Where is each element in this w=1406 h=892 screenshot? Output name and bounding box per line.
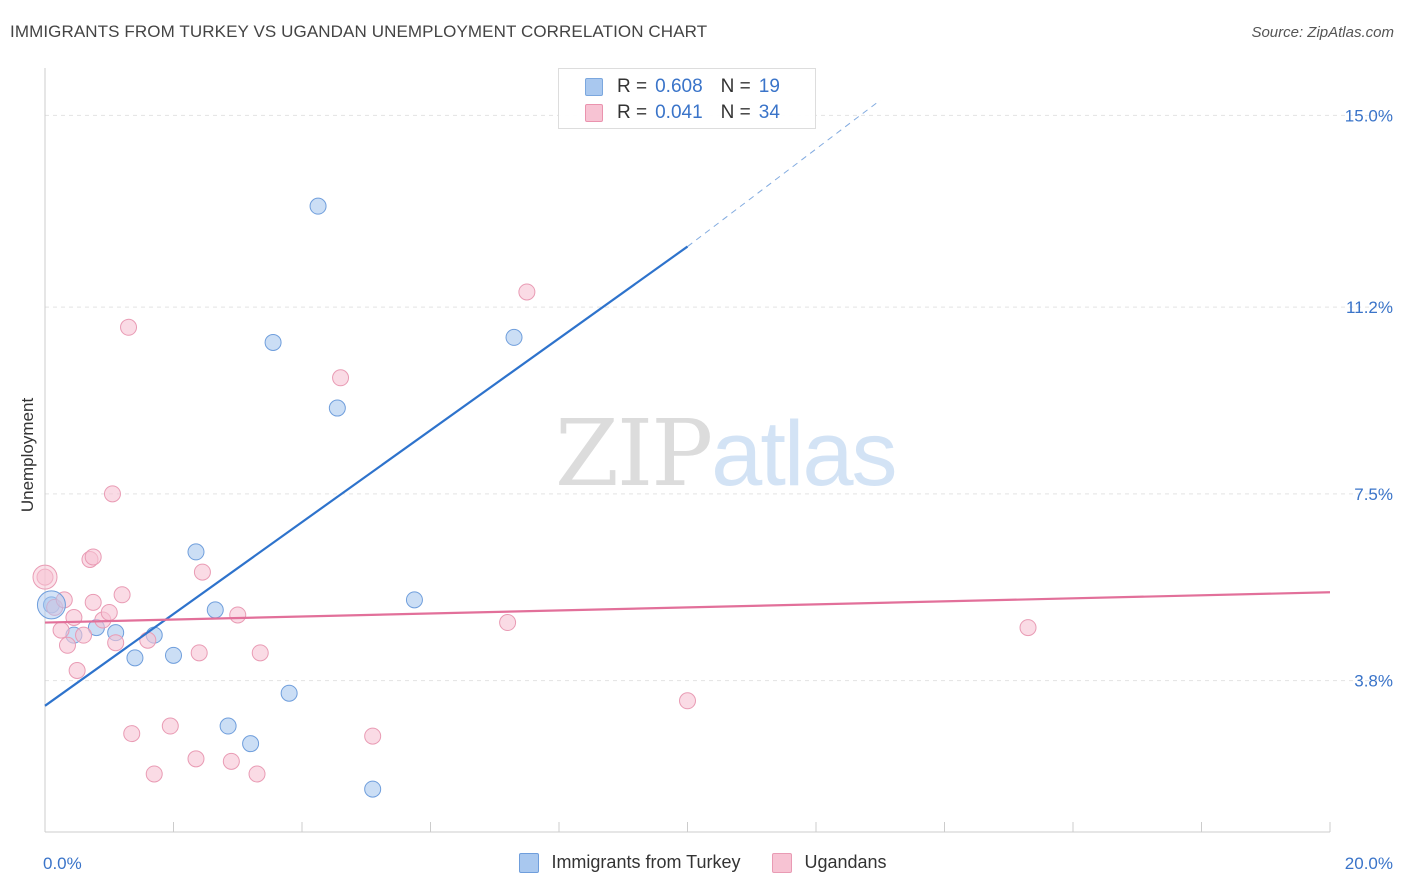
point-ugandans [52, 621, 70, 639]
point-ugandans [84, 548, 102, 566]
point-ugandans [364, 727, 382, 745]
point-turkey [364, 780, 382, 798]
trendline-turkey [44, 245, 689, 707]
legend-swatch-turkey [585, 78, 603, 96]
point-ugandans [229, 606, 247, 624]
point-turkey [36, 590, 66, 620]
point-turkey [505, 328, 523, 346]
point-turkey [328, 399, 346, 417]
y-tick-label: 3.8% [1354, 672, 1393, 691]
x-tick-label: 0.0% [43, 854, 82, 873]
series-legend-item-turkey[interactable]: Immigrants from Turkey [519, 852, 740, 873]
watermark-atlas: atlas [711, 403, 897, 505]
source-label: Source: ZipAtlas.com [1251, 24, 1394, 41]
legend-r-value: 0.608 [655, 76, 703, 97]
point-turkey [126, 649, 144, 667]
correlation-legend: R = 0.608 N = 19 R = 0.041 N = 34 [558, 68, 816, 129]
y-tick-label: 7.5% [1354, 485, 1393, 504]
point-ugandans [139, 631, 157, 649]
point-ugandans [58, 636, 76, 654]
legend-row-ugandans: R = 0.041 N = 34 [585, 100, 780, 126]
series-legend: Immigrants from Turkey Ugandans [0, 852, 1406, 873]
point-turkey [206, 601, 224, 619]
legend-r-value: 0.041 [655, 102, 703, 123]
point-ugandans [251, 644, 269, 662]
point-ugandans [123, 725, 141, 743]
point-ugandans [145, 765, 163, 783]
point-ugandans [187, 750, 205, 768]
series-legend-label: Ugandans [804, 852, 887, 872]
legend-n-value: 19 [758, 76, 780, 97]
series-legend-swatch-turkey [519, 852, 540, 873]
point-ugandans [68, 661, 86, 679]
point-ugandans [499, 614, 517, 632]
point-ugandans [679, 692, 696, 710]
point-ugandans [32, 564, 58, 590]
point-ugandans [100, 603, 118, 621]
y-tick-label: 11.2% [1346, 298, 1393, 317]
chart-title: IMMIGRANTS FROM TURKEY VS UGANDAN UNEMPL… [10, 22, 708, 41]
point-ugandans [222, 752, 240, 770]
watermark: ZIPatlas [555, 400, 898, 507]
point-turkey [165, 646, 182, 664]
point-turkey [280, 684, 298, 702]
point-turkey [264, 333, 282, 351]
point-ugandans [84, 593, 102, 611]
y-tick-label: 15.0% [1345, 106, 1393, 125]
point-ugandans [120, 318, 138, 336]
series-legend-label: Immigrants from Turkey [551, 852, 741, 872]
point-ugandans [107, 634, 125, 652]
point-turkey [242, 735, 260, 753]
legend-swatch-ugandans [585, 104, 603, 122]
legend-n-value: 34 [758, 102, 780, 123]
legend-n-label: N = [720, 102, 751, 123]
legend-row-turkey: R = 0.608 N = 19 [585, 74, 780, 100]
point-ugandans [518, 283, 536, 301]
point-ugandans [103, 485, 121, 503]
watermark-zip: ZIP [555, 400, 713, 507]
trendline-turkey-extension [687, 99, 881, 247]
point-turkey [405, 591, 423, 609]
point-ugandans [190, 644, 208, 662]
trendline-ugandans [44, 591, 1331, 624]
point-turkey [309, 197, 327, 215]
point-ugandans [161, 717, 179, 735]
point-ugandans [332, 369, 350, 387]
point-ugandans [193, 563, 211, 581]
x-tick-label: 20.0% [1345, 854, 1393, 873]
point-turkey [219, 717, 237, 735]
legend-r-label: R = [617, 102, 648, 123]
point-ugandans [248, 765, 266, 783]
legend-n-label: N = [720, 76, 751, 97]
series-legend-item-ugandans[interactable]: Ugandans [772, 852, 887, 873]
point-ugandans [75, 626, 93, 644]
point-ugandans [65, 609, 83, 627]
series-legend-swatch-ugandans [772, 852, 793, 873]
legend-r-label: R = [617, 76, 648, 97]
point-turkey [187, 543, 205, 561]
point-ugandans [1019, 619, 1037, 637]
point-ugandans [113, 586, 131, 604]
